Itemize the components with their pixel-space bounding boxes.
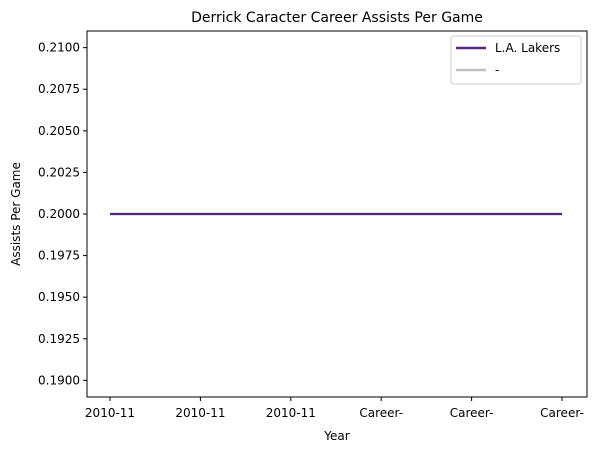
y-tick-label: 0.2000 [38,207,80,221]
x-tick-label: Career- [540,406,584,420]
y-tick-label: 0.2075 [38,82,80,96]
y-axis-label: Assists Per Game [9,162,23,266]
y-tick-label: 0.1900 [38,373,80,387]
x-tick-label: 2010-11 [175,406,225,420]
x-axis-ticks: 2010-11 2010-11 2010-11 Career- Career- Caree… [85,397,584,420]
x-tick-label: 2010-11 [266,406,316,420]
legend: L.A. Lakers - [450,35,582,85]
y-axis-ticks: 0.1900 0.1925 0.1950 0.1975 0.2000 0.2025 0.20… [38,41,87,387]
y-tick-label: 0.1925 [38,332,80,346]
x-tick-label: Career- [450,406,494,420]
x-tick-label: 2010-11 [85,406,135,420]
y-tick-label: 0.1975 [38,249,80,263]
plot-area-frame [86,30,588,398]
y-tick-label: 0.2050 [38,124,80,138]
legend-label: - [495,63,499,77]
legend-label: L.A. Lakers [495,41,560,55]
chart-title: Derrick Caracter Career Assists Per Game [191,10,483,26]
x-tick-label: Career- [359,406,403,420]
y-tick-label: 0.1950 [38,290,80,304]
y-tick-label: 0.2100 [38,41,80,55]
x-axis-label: Year [323,429,349,443]
y-tick-label: 0.2025 [38,165,80,179]
